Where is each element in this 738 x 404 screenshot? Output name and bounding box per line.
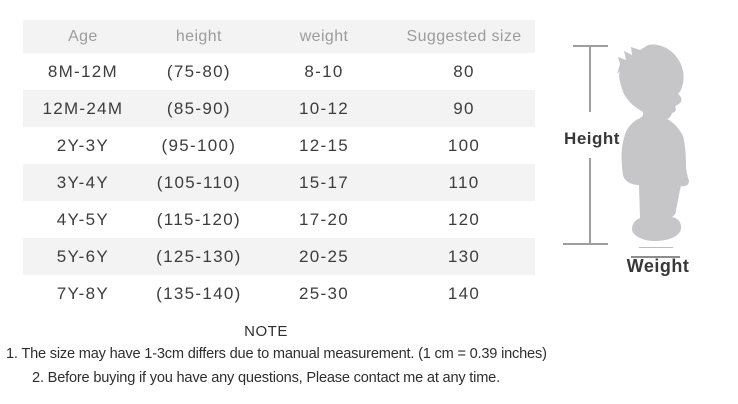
table-row: 4Y-5Y (115-120) 17-20 120	[23, 201, 535, 238]
column-header-weight: weight	[299, 27, 349, 45]
cell-height: (95-100)	[161, 135, 237, 155]
table-row: 3Y-4Y (105-110) 15-17 110	[23, 164, 535, 201]
cell-size: 120	[447, 209, 481, 229]
cell-age: 8M-12M	[47, 61, 118, 81]
weight-base-line-short	[639, 247, 673, 248]
note-title: NOTE	[244, 323, 288, 340]
cell-height: (105-110)	[156, 172, 241, 192]
column-header-suggested-size: Suggested size	[406, 27, 522, 45]
table-row: 2Y-3Y (95-100) 12-15 100	[23, 127, 535, 164]
cell-age: 4Y-5Y	[56, 209, 109, 229]
cell-height: (85-90)	[166, 98, 231, 118]
height-measure-bottom-cap	[563, 243, 608, 245]
height-measure-top-cap	[573, 45, 608, 47]
column-header-height: height	[175, 27, 222, 45]
cell-age: 3Y-4Y	[56, 172, 109, 192]
cell-size: 90	[453, 98, 475, 118]
cell-size: 110	[448, 172, 480, 192]
note-block: NOTE 1. The size may have 1-3cm differs …	[6, 321, 547, 390]
weight-label: Weight	[626, 256, 690, 276]
height-measure-line-lower	[589, 158, 591, 244]
cell-weight: 10-12	[299, 98, 350, 118]
child-silhouette-path	[617, 44, 689, 242]
child-silhouette-icon	[617, 44, 689, 242]
note-line-1: 1. The size may have 1-3cm differs due t…	[6, 346, 547, 362]
cell-size: 140	[447, 283, 481, 303]
cell-age: 5Y-6Y	[56, 246, 109, 266]
height-measure-line-upper	[589, 46, 591, 112]
cell-weight: 25-30	[299, 283, 350, 303]
table-row: 5Y-6Y (125-130) 20-25 130	[23, 238, 535, 275]
weight-base-line-long	[631, 256, 680, 258]
cell-weight: 20-25	[299, 246, 350, 266]
note-line-2: 2. Before buying if you have any questio…	[32, 369, 500, 386]
cell-size: 130	[447, 246, 481, 266]
cell-weight: 8-10	[304, 61, 344, 81]
cell-weight: 15-17	[299, 172, 350, 192]
cell-size: 100	[447, 135, 481, 155]
table-row: 8M-12M (75-80) 8-10 80	[23, 53, 535, 90]
table-row: 12M-24M (85-90) 10-12 90	[23, 90, 535, 127]
height-label: Height	[564, 129, 620, 148]
column-header-age: Age	[68, 27, 98, 45]
cell-height: (125-130)	[156, 246, 242, 266]
cell-age: 7Y-8Y	[56, 283, 109, 303]
table-header-row: Age height weight Suggested size	[23, 20, 535, 53]
cell-height: (115-120)	[156, 209, 241, 229]
cell-weight: 12-15	[299, 135, 350, 155]
cell-height: (75-80)	[166, 61, 231, 81]
size-table: Age height weight Suggested size 8M-12M …	[23, 20, 535, 312]
table-row: 7Y-8Y (135-140) 25-30 140	[23, 275, 535, 312]
cell-size: 80	[453, 61, 475, 81]
cell-weight: 17-20	[299, 209, 350, 229]
cell-height: (135-140)	[156, 283, 242, 303]
cell-age: 12M-24M	[42, 98, 124, 118]
cell-age: 2Y-3Y	[56, 135, 109, 155]
